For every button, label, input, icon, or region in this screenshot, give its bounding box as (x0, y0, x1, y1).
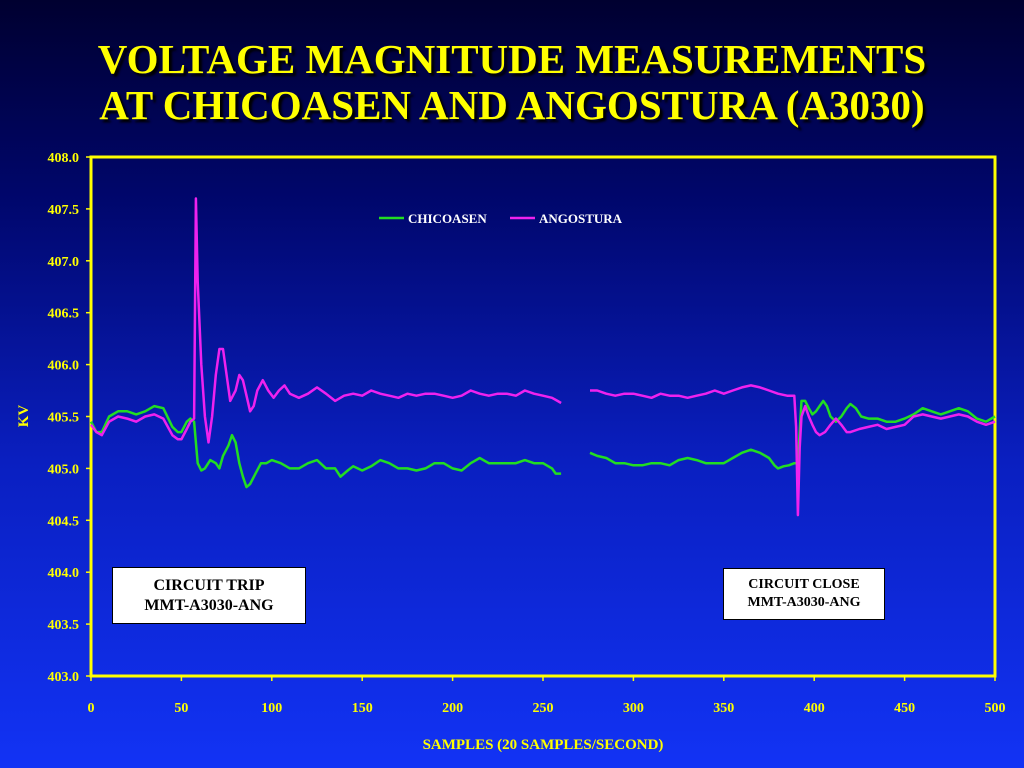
circuit-close-line2: MMT-A3030-ANG (747, 595, 861, 610)
x-tick-label: 150 (352, 701, 373, 716)
y-tick-label: 406.5 (48, 307, 80, 322)
legend-label-angostura: ANGOSTURA (539, 211, 623, 226)
x-tick-label: 250 (533, 701, 554, 716)
y-axis-ticks: 408.0 407.5 407.0 406.5 406.0 405.5 405.0 404.5… (48, 151, 91, 685)
y-tick-label: 403.0 (48, 670, 80, 685)
x-tick-label: 50 (174, 701, 188, 716)
series-line-chicoasen (589, 399, 996, 470)
x-tick-label: 100 (261, 701, 282, 716)
series-layer (89, 197, 996, 517)
series-line-chicoasen (89, 404, 562, 489)
x-tick-label: 400 (804, 701, 825, 716)
legend-label-chicoasen: CHICOASEN (408, 211, 487, 226)
x-tick-label: 300 (623, 701, 644, 716)
y-tick-label: 407.5 (48, 203, 80, 218)
circuit-close-line1: CIRCUIT CLOSE (748, 577, 860, 592)
circuit-close-annotation: CIRCUIT CLOSE MMT-A3030-ANG (723, 568, 885, 620)
x-tick-label: 500 (985, 701, 1006, 716)
y-tick-label: 407.0 (48, 255, 80, 270)
y-tick-label: 405.5 (48, 411, 80, 426)
y-axis-label: KV (16, 405, 32, 428)
circuit-trip-line1: CIRCUIT TRIP (153, 576, 265, 594)
slide-title: VOLTAGE MAGNITUDE MEASUREMENTS AT CHICOA… (0, 36, 1024, 128)
legend: CHICOASEN ANGOSTURA (379, 211, 623, 226)
x-tick-label: 0 (88, 701, 95, 716)
x-axis-label: SAMPLES (20 SAMPLES/SECOND) (423, 737, 664, 753)
slide-title-line2: AT CHICOASEN AND ANGOSTURA (A3030) (99, 82, 925, 128)
series-line-angostura (590, 384, 996, 517)
slide-title-line1: VOLTAGE MAGNITUDE MEASUREMENTS (97, 36, 927, 82)
circuit-trip-annotation: CIRCUIT TRIP MMT-A3030-ANG (112, 567, 306, 624)
circuit-trip-line2: MMT-A3030-ANG (144, 596, 274, 614)
x-tick-label: 200 (442, 701, 463, 716)
y-tick-label: 404.0 (48, 566, 80, 581)
y-tick-label: 406.0 (48, 359, 80, 374)
y-tick-label: 408.0 (48, 151, 80, 166)
y-tick-label: 405.0 (48, 462, 80, 477)
x-tick-label: 350 (713, 701, 734, 716)
y-tick-label: 403.5 (48, 618, 80, 633)
series-line-angostura (89, 197, 562, 444)
y-tick-label: 404.5 (48, 514, 80, 529)
x-tick-label: 450 (894, 701, 915, 716)
x-axis-ticks: 0 50 100 150 200 250 300 350 400 450 500 (88, 676, 1006, 716)
